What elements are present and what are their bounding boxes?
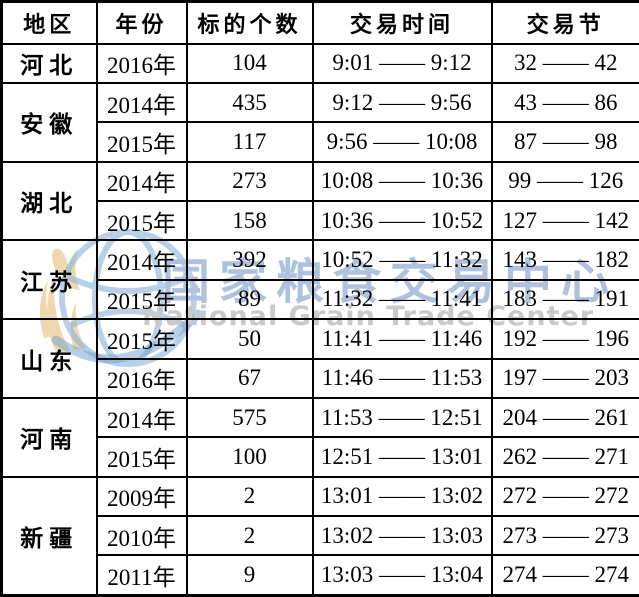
time-cell: 12:51 —— 13:01 — [311, 436, 493, 478]
count-cell: 117 — [185, 121, 314, 163]
table-row: 2015年 89 11:32 —— 11:41 183 —— 191 — [2, 278, 639, 321]
time-cell: 10:08 —— 10:36 — [311, 160, 493, 203]
session-cell: 43 —— 86 — [490, 81, 639, 124]
year-cell: 2009年 — [95, 475, 188, 518]
table-row: 河南 2014年 575 11:53 —— 12:51 204 —— 261 — [0, 396, 639, 478]
count-cell: 392 — [185, 239, 314, 281]
year-cell: 2015年 — [95, 199, 188, 242]
count-cell: 100 — [185, 436, 314, 478]
table-header-row: 地区 年份 标的个数 交易时间 交易节 — [0, 0, 639, 45]
count-cell: 104 — [185, 42, 314, 84]
region-cell: 江苏 — [0, 239, 98, 321]
session-cell: 127 —— 142 — [490, 199, 639, 242]
year-cell: 2011年 — [95, 554, 188, 597]
year-cell: 2015年 — [95, 318, 188, 360]
session-cell: 87 —— 98 — [490, 121, 639, 163]
session-cell: 273 —— 273 — [490, 514, 639, 557]
count-cell: 50 — [185, 318, 314, 360]
header-time: 交易时间 — [311, 0, 493, 45]
time-cell: 11:32 —— 11:41 — [311, 278, 493, 321]
time-cell: 11:41 —— 11:46 — [311, 318, 493, 360]
session-cell: 274 —— 274 — [490, 554, 639, 597]
time-cell: 10:52 —— 11:32 — [311, 239, 493, 281]
time-cell: 13:01 —— 13:02 — [311, 475, 493, 518]
count-cell: 89 — [185, 278, 314, 321]
table-row: 2010年 2 13:02 —— 13:03 273 —— 273 — [2, 514, 639, 557]
region-cell: 新疆 — [0, 475, 98, 597]
header-year: 年份 — [95, 0, 188, 45]
year-cell: 2016年 — [95, 357, 188, 399]
session-cell: 99 —— 126 — [490, 160, 639, 203]
count-cell: 2 — [185, 514, 314, 557]
time-cell: 13:02 —— 13:03 — [311, 514, 493, 557]
count-cell: 9 — [185, 554, 314, 597]
time-cell: 10:36 —— 10:52 — [311, 199, 493, 242]
year-cell: 2016年 — [95, 42, 188, 84]
year-cell: 2010年 — [95, 514, 188, 557]
count-cell: 435 — [185, 81, 314, 124]
table-row: 湖北 2014年 273 10:08 —— 10:36 99 —— 126 — [0, 160, 639, 242]
time-cell: 9:12 —— 9:56 — [311, 81, 493, 124]
session-cell: 272 —— 272 — [490, 475, 639, 518]
table-row: 安徽 2014年 435 9:12 —— 9:56 43 —— 86 — [0, 81, 639, 163]
table-row: 2015年 100 12:51 —— 13:01 262 —— 271 — [2, 436, 639, 478]
count-cell: 67 — [185, 357, 314, 399]
session-cell: 197 —— 203 — [490, 357, 639, 399]
time-cell: 9:56 —— 10:08 — [311, 121, 493, 163]
count-cell: 158 — [185, 199, 314, 242]
table-row: 江苏 2014年 392 10:52 —— 11:32 143 —— 182 — [0, 239, 639, 321]
year-cell: 2015年 — [95, 436, 188, 478]
table-row: 2015年 117 9:56 —— 10:08 87 —— 98 — [2, 121, 639, 163]
region-cell: 河南 — [0, 396, 98, 478]
region-cell: 湖北 — [0, 160, 98, 242]
region-cell: 河北 — [0, 42, 98, 84]
table-row: 河北 2016年 104 9:01 —— 9:12 32 —— 42 — [0, 42, 639, 84]
count-cell: 2 — [185, 475, 314, 518]
table-row: 山东 2015年 50 11:41 —— 11:46 192 —— 196 — [0, 318, 639, 399]
region-cell: 山东 — [0, 318, 98, 399]
session-cell: 143 —— 182 — [490, 239, 639, 281]
year-cell: 2014年 — [95, 239, 188, 281]
year-cell: 2014年 — [95, 81, 188, 124]
count-cell: 575 — [185, 396, 314, 439]
year-cell: 2014年 — [95, 396, 188, 439]
session-cell: 204 —— 261 — [490, 396, 639, 439]
region-cell: 安徽 — [0, 81, 98, 163]
time-cell: 11:53 —— 12:51 — [311, 396, 493, 439]
table-row: 2016年 67 11:46 —— 11:53 197 —— 203 — [2, 357, 639, 399]
session-cell: 192 —— 196 — [490, 318, 639, 360]
table-row: 2015年 158 10:36 —— 10:52 127 —— 142 — [2, 199, 639, 242]
year-cell: 2015年 — [95, 121, 188, 163]
year-cell: 2015年 — [95, 278, 188, 321]
year-cell: 2014年 — [95, 160, 188, 203]
session-cell: 262 —— 271 — [490, 436, 639, 478]
table-row: 新疆 2009年 2 13:01 —— 13:02 272 —— 272 — [0, 475, 639, 597]
header-session: 交易节 — [490, 0, 639, 45]
session-cell: 32 —— 42 — [490, 42, 639, 84]
header-count: 标的个数 — [185, 0, 314, 45]
table-row: 2011年 9 13:03 —— 13:04 274 —— 274 — [2, 554, 639, 597]
time-cell: 9:01 —— 9:12 — [311, 42, 493, 84]
time-cell: 13:03 —— 13:04 — [311, 554, 493, 597]
session-cell: 183 —— 191 — [490, 278, 639, 321]
header-region: 地区 — [0, 0, 98, 45]
time-cell: 11:46 —— 11:53 — [311, 357, 493, 399]
count-cell: 273 — [185, 160, 314, 203]
